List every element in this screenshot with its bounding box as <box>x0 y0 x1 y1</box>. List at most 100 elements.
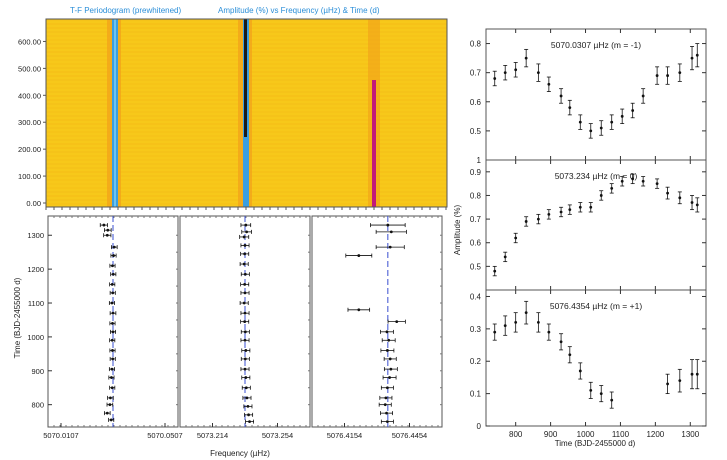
freq-point <box>247 413 250 417</box>
amp-point <box>599 194 603 197</box>
amp-point <box>589 129 593 133</box>
freq-ytick-label: 1300 <box>27 231 44 240</box>
amp-panel-frame <box>485 159 707 291</box>
freq-xlabel: Frequency (µHz) <box>210 449 270 458</box>
freq-point <box>386 349 389 352</box>
freq-point <box>383 403 387 407</box>
freq-point <box>110 367 114 371</box>
amp-point <box>641 94 645 98</box>
ridge3-core <box>372 80 376 207</box>
amp-point <box>559 340 563 344</box>
amp-point <box>503 324 507 328</box>
amp-point <box>666 382 669 386</box>
amp-point <box>524 56 528 60</box>
freq-point <box>387 338 391 342</box>
heatmap-ytick-label: 600.00 <box>18 37 41 46</box>
amp-ytick-label: 0.1 <box>470 390 482 399</box>
amp-point <box>503 255 507 259</box>
freq-point <box>243 244 247 247</box>
freq-xtick-label: 5073.214 <box>197 431 228 440</box>
amp-point <box>493 330 497 334</box>
freq-point <box>389 367 393 371</box>
amp-xtick-label: 1100 <box>612 430 630 439</box>
freq-point <box>246 404 250 408</box>
freq-point <box>388 245 392 249</box>
freq-ylabel: Time (BJD-2455000 d) <box>13 277 22 358</box>
freq-point <box>111 311 115 315</box>
amp-ytick-label: 0.4 <box>470 292 482 301</box>
amp-point <box>690 56 694 60</box>
amp-point <box>589 388 593 392</box>
freq-point <box>111 357 115 361</box>
amp-point <box>631 177 635 181</box>
amp-point <box>493 77 497 80</box>
freq-point <box>108 403 112 407</box>
amp-point <box>666 191 669 195</box>
amp-ytick-label: 0.2 <box>470 357 482 366</box>
amp-point <box>578 205 582 209</box>
amp-point <box>589 205 593 209</box>
freq-point <box>243 338 247 342</box>
freq-point <box>110 376 113 379</box>
freq-point <box>244 376 248 379</box>
amp-point <box>620 179 624 183</box>
amp-ytick-label: 1 <box>477 156 482 165</box>
amp-point <box>599 126 603 130</box>
freq-point <box>243 272 247 276</box>
freq-ytick-label: 1200 <box>27 265 44 274</box>
amp-point <box>655 74 659 77</box>
freq-point <box>111 264 114 268</box>
amp-point <box>524 311 528 315</box>
amp-ytick-label: 0.5 <box>470 262 482 271</box>
amp-point <box>524 220 528 223</box>
freq-point <box>244 386 248 390</box>
amp-ytick-label: 0.3 <box>470 325 482 334</box>
heatmap-title-right: Amplitude (%) vs Frequency (µHz) & Time … <box>218 6 380 15</box>
amp-point <box>559 94 563 98</box>
heatmap-ytick-label: 100.00 <box>18 172 41 181</box>
amp-point <box>655 182 659 186</box>
freq-point <box>109 396 112 400</box>
freq-point <box>243 282 247 286</box>
amp-xtick-label: 800 <box>509 430 523 439</box>
amp-ytick-label: 0.6 <box>470 98 482 107</box>
freq-xtick-label: 5070.0507 <box>147 431 182 440</box>
amp-point <box>559 210 563 214</box>
freq-xtick-label: 5076.4454 <box>392 431 427 440</box>
freq-point <box>385 330 389 334</box>
freq-point <box>243 367 247 371</box>
amp-xtick-label: 1200 <box>646 430 664 439</box>
amp-point <box>690 201 694 204</box>
freq-point <box>243 357 247 361</box>
amp-point <box>503 71 507 75</box>
amp-panel-frame <box>485 289 707 427</box>
amplitude-vs-time-panels: Time (BJD-2455000 d) Amplitude (%) 5070.… <box>453 28 707 448</box>
freq-point <box>357 254 361 257</box>
amp-ytick-label: 0.8 <box>470 40 482 49</box>
freq-point <box>384 396 388 400</box>
amp-ytick-label: 0.8 <box>470 191 482 200</box>
amp-point <box>695 53 699 57</box>
amp-point <box>578 369 582 373</box>
amp-point <box>493 269 497 273</box>
amp-ytick-label: 0 <box>477 422 482 431</box>
freq-ytick-label: 1000 <box>27 333 44 342</box>
freq-point <box>243 311 247 315</box>
freq-point <box>242 301 246 305</box>
amp-point <box>641 179 645 183</box>
amp-ytick-label: 0.7 <box>470 69 482 78</box>
freq-point <box>105 233 109 237</box>
amp-point <box>620 114 624 118</box>
freq-ytick-label: 800 <box>31 401 44 410</box>
amp-xlabel: Time (BJD-2455000 d) <box>555 439 636 448</box>
freq-point <box>388 357 392 361</box>
freq-point <box>112 245 116 249</box>
amp-xtick-label: 1300 <box>681 430 699 439</box>
freq-point <box>243 330 247 334</box>
amp-ytick-label: 0.6 <box>470 239 482 248</box>
amp-xtick-label: 900 <box>544 430 558 439</box>
amp-panel-label: 5073.234 µHz (m = 0) <box>555 171 638 181</box>
freq-point <box>244 349 248 352</box>
amp-point <box>568 353 572 357</box>
